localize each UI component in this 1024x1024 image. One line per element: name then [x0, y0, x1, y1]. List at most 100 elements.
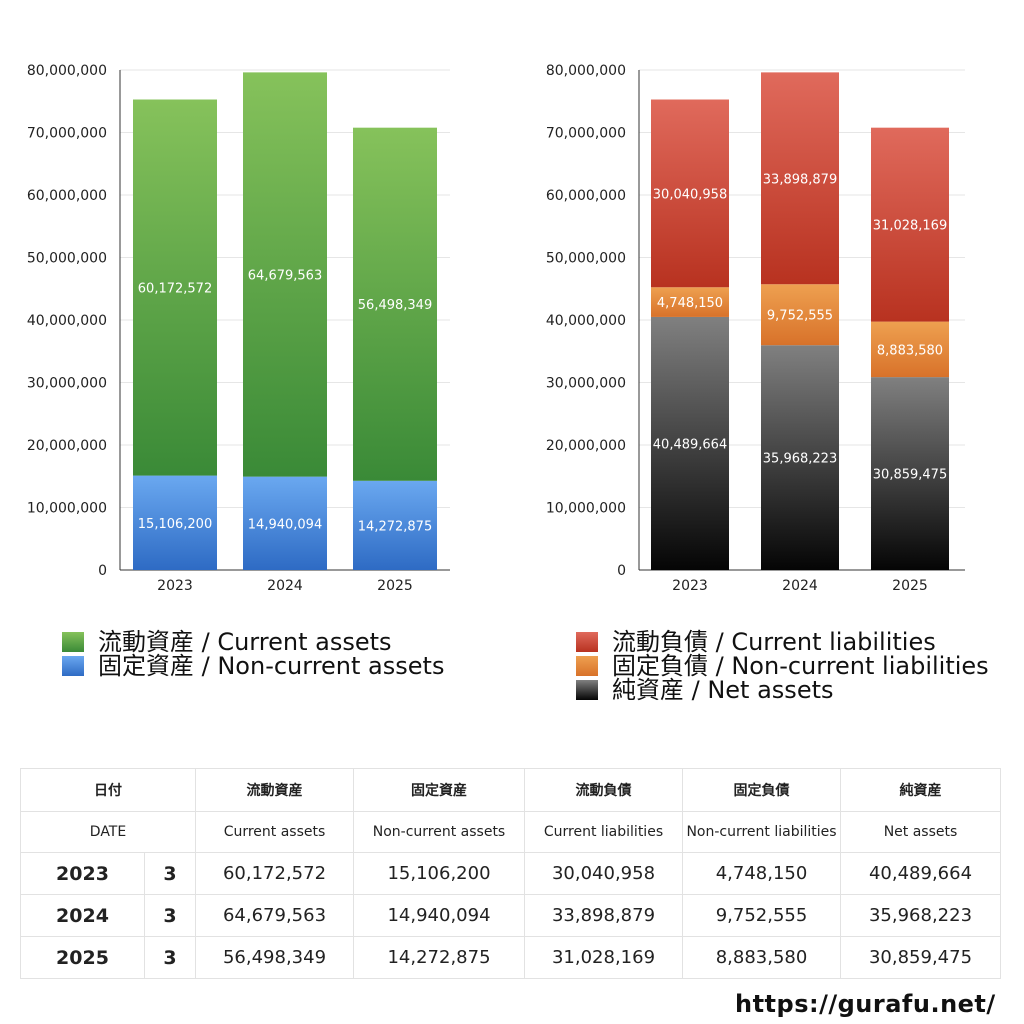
- data-label: 30,859,475: [873, 468, 947, 483]
- cell-noncurrent-liabilities: 8,883,580: [682, 936, 841, 979]
- y-tick-label: 40,000,000: [546, 313, 626, 329]
- cell-current-assets: 64,679,563: [195, 894, 354, 937]
- bar-non-current-assets-2025: [353, 480, 437, 570]
- data-label: 40,489,664: [653, 437, 727, 452]
- data-label: 64,679,563: [248, 269, 322, 284]
- assets-chart: 0 10,000,000 20,000,000 30,000,000 40,000,00…: [27, 63, 450, 594]
- header-date-jp: 日付: [20, 768, 196, 812]
- header-noncurrent-liabilities-jp: 固定負債: [682, 768, 841, 812]
- cell-year: 2025: [20, 936, 145, 979]
- y-tick-label: 70,000,000: [27, 126, 107, 142]
- legend-label: 流動資産 / Current assets: [98, 628, 392, 656]
- cell-noncurrent-assets: 14,940,094: [353, 894, 525, 937]
- header-date-en: DATE: [20, 811, 196, 853]
- legend-item-noncurrent-liabilities: 固定負債 / Non-current liabilities: [576, 654, 989, 678]
- cell-current-liabilities: 33,898,879: [524, 894, 683, 937]
- cell-noncurrent-liabilities: 9,752,555: [682, 894, 841, 937]
- header-noncurrent-assets-jp: 固定資産: [353, 768, 525, 812]
- header-noncurrent-liabilities-en: Non-current liabilities: [682, 811, 841, 853]
- bar-non-current-liabilities-2025: [871, 321, 949, 378]
- bar-non-current-assets-2024: [243, 476, 327, 570]
- cell-noncurrent-assets: 14,272,875: [353, 936, 525, 979]
- y-tick-label: 0: [98, 563, 107, 579]
- bar-non-current-assets-2023: [133, 475, 217, 570]
- x-tick-label: 2023: [672, 578, 708, 594]
- cell-current-liabilities: 31,028,169: [524, 936, 683, 979]
- y-tick-label: 20,000,000: [27, 438, 107, 454]
- legend-swatch-current-assets: [62, 632, 84, 652]
- data-label: 15,106,200: [138, 517, 212, 532]
- cell-current-liabilities: 30,040,958: [524, 852, 683, 895]
- header-noncurrent-assets-en: Non-current assets: [353, 811, 525, 853]
- y-tick-label: 50,000,000: [546, 251, 626, 267]
- data-label: 8,883,580: [877, 343, 943, 358]
- x-tick-label: 2025: [377, 578, 413, 594]
- y-tick-label: 10,000,000: [546, 501, 626, 517]
- liabilities-chart: 0 10,000,000 20,000,000 30,000,000 40,000,00…: [546, 63, 965, 594]
- bar-current-liabilities-2023: [651, 99, 729, 288]
- y-tick-label: 80,000,000: [546, 63, 626, 79]
- assets-legend: 流動資産 / Current assets 固定資産 / Non-current…: [62, 630, 444, 678]
- bar-current-assets-2024: [243, 72, 327, 477]
- header-current-liabilities-jp: 流動負債: [524, 768, 683, 812]
- legend-swatch-noncurrent-liabilities: [576, 656, 598, 676]
- data-label: 35,968,223: [763, 452, 837, 467]
- data-label: 31,028,169: [873, 219, 947, 234]
- bar-non-current-liabilities-2024: [761, 284, 839, 346]
- data-label: 9,752,555: [767, 309, 833, 324]
- header-net-assets-jp: 純資産: [840, 768, 1001, 812]
- y-tick-label: 60,000,000: [546, 188, 626, 204]
- cell-net-assets: 30,859,475: [840, 936, 1001, 979]
- data-label: 33,898,879: [763, 172, 837, 187]
- y-tick-label: 40,000,000: [27, 313, 107, 329]
- site-url[interactable]: https://gurafu.net/: [735, 990, 996, 1018]
- cell-month: 3: [144, 894, 196, 937]
- y-tick-label: 20,000,000: [546, 438, 626, 454]
- data-label: 60,172,572: [138, 282, 212, 297]
- bar-net-assets-2024: [761, 345, 839, 570]
- legend-label: 流動負債 / Current liabilities: [612, 628, 936, 656]
- y-tick-label: 10,000,000: [27, 501, 107, 517]
- legend-swatch-net-assets: [576, 680, 598, 700]
- table-header-jp: 日付 流動資産 固定資産 流動負債 固定負債 純資産: [20, 768, 1001, 812]
- y-tick-label: 60,000,000: [27, 188, 107, 204]
- legend-item-current-assets: 流動資産 / Current assets: [62, 630, 444, 654]
- cell-net-assets: 35,968,223: [840, 894, 1001, 937]
- data-label: 14,940,094: [248, 517, 322, 532]
- table-row: 2023 3 60,172,572 15,106,200 30,040,958 …: [20, 852, 1001, 895]
- header-current-assets-en: Current assets: [195, 811, 354, 853]
- bar-net-assets-2025: [871, 377, 949, 570]
- legend-swatch-current-liabilities: [576, 632, 598, 652]
- legend-item-net-assets: 純資産 / Net assets: [576, 678, 989, 702]
- header-current-liabilities-en: Current liabilities: [524, 811, 683, 853]
- bar-non-current-liabilities-2023: [651, 287, 729, 317]
- x-tick-label: 2024: [782, 578, 818, 594]
- cell-noncurrent-liabilities: 4,748,150: [682, 852, 841, 895]
- legend-label: 純資産 / Net assets: [612, 676, 834, 704]
- table-header-en: DATE Current assets Non-current assets C…: [20, 811, 1001, 853]
- financial-data-table: 日付 流動資産 固定資産 流動負債 固定負債 純資産 DATE Current …: [20, 768, 1001, 979]
- legend-item-current-liabilities: 流動負債 / Current liabilities: [576, 630, 989, 654]
- bar-current-liabilities-2024: [761, 72, 839, 285]
- bar-current-assets-2025: [353, 127, 437, 481]
- x-tick-label: 2025: [892, 578, 928, 594]
- cell-net-assets: 40,489,664: [840, 852, 1001, 895]
- cell-year: 2024: [20, 894, 145, 937]
- cell-noncurrent-assets: 15,106,200: [353, 852, 525, 895]
- data-label: 56,498,349: [358, 298, 432, 313]
- cell-month: 3: [144, 936, 196, 979]
- data-label: 30,040,958: [653, 187, 727, 202]
- y-tick-label: 50,000,000: [27, 251, 107, 267]
- y-tick-label: 30,000,000: [27, 376, 107, 392]
- x-tick-label: 2024: [267, 578, 303, 594]
- legend-item-noncurrent-assets: 固定資産 / Non-current assets: [62, 654, 444, 678]
- table-row: 2025 3 56,498,349 14,272,875 31,028,169 …: [20, 936, 1001, 979]
- table-row: 2024 3 64,679,563 14,940,094 33,898,879 …: [20, 894, 1001, 937]
- y-tick-label: 80,000,000: [27, 63, 107, 79]
- legend-label: 固定負債 / Non-current liabilities: [612, 652, 989, 680]
- cell-current-assets: 56,498,349: [195, 936, 354, 979]
- header-net-assets-en: Net assets: [840, 811, 1001, 853]
- y-tick-label: 0: [617, 563, 626, 579]
- liabilities-legend: 流動負債 / Current liabilities 固定負債 / Non-cu…: [576, 630, 989, 702]
- cell-month: 3: [144, 852, 196, 895]
